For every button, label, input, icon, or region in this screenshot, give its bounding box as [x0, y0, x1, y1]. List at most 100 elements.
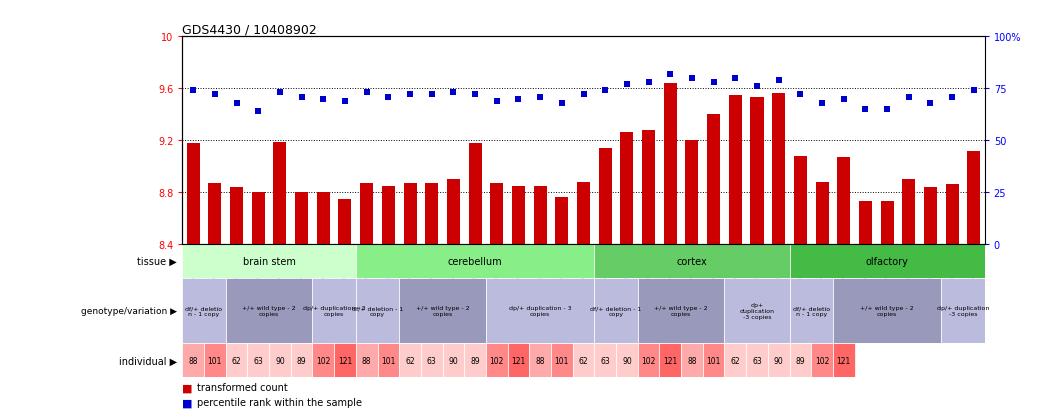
- Point: [228, 100, 245, 107]
- Bar: [768, 344, 790, 377]
- Point: [489, 98, 505, 105]
- Bar: [638, 278, 724, 344]
- Text: 62: 62: [231, 356, 242, 365]
- Text: 101: 101: [706, 356, 721, 365]
- Text: +/+ wild type - 2
copies: +/+ wild type - 2 copies: [654, 306, 708, 316]
- Bar: [403, 184, 417, 244]
- Text: ■: ■: [182, 398, 193, 408]
- Point: [553, 100, 570, 107]
- Bar: [182, 278, 226, 344]
- Bar: [812, 344, 833, 377]
- Bar: [469, 143, 481, 244]
- Text: brain stem: brain stem: [243, 256, 296, 266]
- Text: cortex: cortex: [676, 256, 708, 266]
- Point: [858, 107, 874, 113]
- Bar: [664, 84, 676, 244]
- Point: [206, 92, 223, 99]
- Text: 63: 63: [600, 356, 610, 365]
- Text: 62: 62: [405, 356, 415, 365]
- Text: +/+ wild type - 2
copies: +/+ wild type - 2 copies: [416, 306, 469, 316]
- Text: 102: 102: [815, 356, 829, 365]
- Point: [358, 90, 375, 97]
- Text: 121: 121: [338, 356, 352, 365]
- Point: [814, 100, 830, 107]
- Bar: [339, 199, 351, 244]
- Bar: [642, 131, 655, 244]
- Bar: [577, 183, 590, 244]
- Text: dp/+ duplication - 3
copies: dp/+ duplication - 3 copies: [303, 306, 366, 316]
- Bar: [594, 244, 790, 278]
- Bar: [377, 344, 399, 377]
- Text: 88: 88: [536, 356, 545, 365]
- Bar: [447, 180, 460, 244]
- Text: df/+ deletio
n - 1 copy: df/+ deletio n - 1 copy: [793, 306, 829, 316]
- Bar: [204, 344, 226, 377]
- Point: [836, 96, 852, 103]
- Point: [619, 82, 636, 88]
- Point: [380, 94, 397, 101]
- Text: dp/+ duplication - 3
copies: dp/+ duplication - 3 copies: [508, 306, 571, 316]
- Bar: [425, 184, 439, 244]
- Text: 102: 102: [490, 356, 504, 365]
- Bar: [529, 344, 551, 377]
- Bar: [465, 344, 486, 377]
- Text: 102: 102: [316, 356, 330, 365]
- Bar: [724, 344, 746, 377]
- Point: [597, 88, 614, 95]
- Bar: [399, 278, 486, 344]
- Point: [878, 107, 895, 113]
- Bar: [772, 94, 786, 244]
- Point: [402, 92, 419, 99]
- Bar: [837, 158, 850, 244]
- Point: [662, 71, 678, 78]
- Bar: [816, 183, 828, 244]
- Point: [315, 96, 331, 103]
- Point: [467, 92, 483, 99]
- Text: 88: 88: [362, 356, 371, 365]
- Bar: [355, 278, 399, 344]
- Point: [944, 94, 961, 101]
- Bar: [859, 202, 872, 244]
- Bar: [313, 278, 355, 344]
- Text: 101: 101: [554, 356, 569, 365]
- Point: [966, 88, 983, 95]
- Bar: [317, 193, 330, 244]
- Point: [511, 96, 527, 103]
- Bar: [208, 184, 221, 244]
- Text: 121: 121: [663, 356, 677, 365]
- Text: 121: 121: [837, 356, 851, 365]
- Point: [445, 90, 462, 97]
- Text: 63: 63: [427, 356, 437, 365]
- Bar: [638, 344, 660, 377]
- Bar: [594, 278, 638, 344]
- Text: 90: 90: [275, 356, 284, 365]
- Text: df/+ deletion - 1
copy: df/+ deletion - 1 copy: [352, 306, 403, 316]
- Bar: [247, 344, 269, 377]
- Point: [575, 92, 592, 99]
- Bar: [660, 344, 681, 377]
- Point: [922, 100, 939, 107]
- Bar: [226, 344, 247, 377]
- Bar: [491, 184, 503, 244]
- Text: ■: ■: [182, 382, 193, 392]
- Bar: [269, 344, 291, 377]
- Text: 89: 89: [795, 356, 805, 365]
- Text: percentile rank within the sample: percentile rank within the sample: [197, 398, 362, 408]
- Text: cerebellum: cerebellum: [448, 256, 502, 266]
- Text: olfactory: olfactory: [866, 256, 909, 266]
- Bar: [833, 344, 854, 377]
- Text: 101: 101: [381, 356, 396, 365]
- Bar: [686, 141, 698, 244]
- Text: 102: 102: [642, 356, 655, 365]
- Text: tissue ▶: tissue ▶: [138, 256, 177, 266]
- Bar: [512, 186, 525, 244]
- Bar: [790, 344, 812, 377]
- Bar: [507, 344, 529, 377]
- Bar: [534, 186, 547, 244]
- Text: df/+ deletion - 1
copy: df/+ deletion - 1 copy: [591, 306, 642, 316]
- Bar: [924, 188, 937, 244]
- Text: 90: 90: [774, 356, 784, 365]
- Point: [293, 94, 309, 101]
- Text: 89: 89: [470, 356, 480, 365]
- Text: 90: 90: [448, 356, 458, 365]
